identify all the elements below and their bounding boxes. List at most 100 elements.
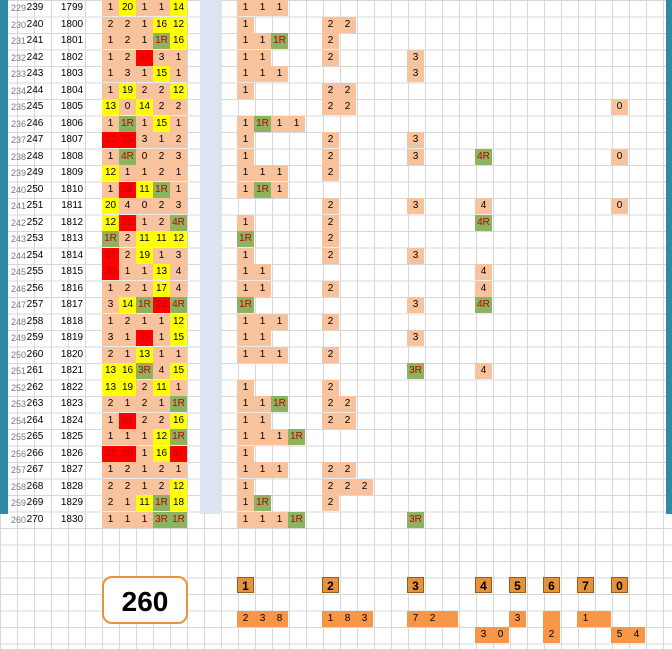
summary-cell: 0: [492, 627, 509, 643]
summary-cell: 2: [237, 611, 254, 627]
number-cell: 2: [153, 82, 170, 99]
summary-cell: 2: [424, 611, 441, 627]
number-cell: 1: [102, 0, 119, 16]
digit1-marker: 1: [237, 165, 254, 181]
digit1-marker: 1: [237, 214, 254, 231]
draw-index: 266: [26, 447, 44, 459]
digit2-marker: 2: [339, 462, 356, 478]
row-number: 257: [10, 465, 26, 475]
row-number: 230: [10, 19, 26, 30]
number-cell: 18: [170, 495, 187, 511]
number-cell: 21: [102, 132, 119, 148]
number-cell: 2: [170, 132, 187, 148]
draw-number: 1806: [60, 117, 84, 129]
digit1-marker: 1: [271, 66, 288, 82]
number-cell: 22: [153, 297, 170, 313]
digit1-marker: 1: [237, 181, 254, 198]
row-number: 244: [10, 250, 26, 261]
summary-cell: 3: [475, 627, 492, 643]
row-number: 236: [10, 118, 26, 129]
draw-index: 239: [26, 2, 44, 13]
row-number: 232: [10, 52, 26, 63]
number-cell: 25: [119, 132, 136, 148]
draw-index: 249: [26, 167, 44, 178]
digit1-marker: 1: [237, 429, 254, 445]
digit1-marker: 1R: [288, 511, 305, 528]
number-cell: 1: [119, 429, 136, 445]
digit1-marker: 1: [237, 115, 254, 132]
digit4-marker: 4R: [475, 148, 492, 165]
draw-number: 1821: [60, 365, 84, 376]
draw-index: 259: [26, 332, 44, 343]
draw-index: 244: [26, 84, 44, 96]
digit1-marker: 1: [254, 511, 271, 528]
draw-number: 1823: [60, 398, 84, 409]
number-cell: 57: [170, 445, 187, 462]
number-cell: 1: [170, 346, 187, 363]
row-number: 234: [10, 85, 26, 96]
number-cell: 2: [119, 313, 136, 330]
digit1-marker: 1R: [288, 429, 305, 445]
digit1-marker: 1: [237, 49, 254, 66]
number-cell: 0: [136, 198, 153, 214]
digit1-marker: 1R: [254, 495, 271, 511]
number-cell: 1: [102, 66, 119, 82]
number-cell: 1: [136, 165, 153, 181]
digit1-marker: 1: [271, 313, 288, 330]
digit1-marker: 1: [271, 511, 288, 528]
number-cell: 1: [102, 148, 119, 165]
row-number: 258: [10, 481, 26, 492]
digit1-marker: 1: [254, 462, 271, 478]
number-cell: 2: [119, 247, 136, 264]
number-cell: 4: [170, 264, 187, 280]
number-cell: 2: [136, 412, 153, 429]
draw-number: 1815: [60, 266, 84, 277]
digit0-marker: 0: [611, 99, 628, 115]
digit1-marker: 1: [271, 429, 288, 445]
number-cell: 16: [153, 16, 170, 33]
digit1-marker: 1: [237, 0, 254, 16]
draw-index: 252: [26, 216, 44, 228]
summary-cell: 2: [543, 627, 560, 643]
number-cell: 4: [119, 198, 136, 214]
summary-cell: 8: [339, 611, 356, 627]
number-cell: 13: [102, 379, 119, 396]
digit3-marker: 3: [407, 66, 424, 82]
digit4-marker: 4: [475, 264, 492, 280]
summary-cell: 8: [271, 611, 288, 627]
number-cell: 2: [136, 82, 153, 99]
number-cell: 1: [136, 0, 153, 16]
row-number: 254: [10, 415, 26, 426]
number-cell: 57: [102, 247, 119, 264]
draw-number: 1800: [60, 18, 84, 30]
digit1-marker: 1: [271, 181, 288, 198]
digit1-marker: 1: [254, 412, 271, 429]
row-number: 260: [10, 514, 26, 525]
draw-number: 1811: [61, 200, 83, 211]
number-cell: 1: [136, 280, 153, 297]
number-cell: 2: [119, 280, 136, 297]
number-cell: 2: [153, 478, 170, 495]
draw-number: 1801: [60, 35, 84, 46]
number-cell: 1: [170, 462, 187, 478]
number-cell: 1R: [170, 396, 187, 412]
digit-header: 5: [509, 577, 526, 593]
number-cell: 1: [153, 132, 170, 148]
number-cell: 4R: [170, 297, 187, 313]
digit-header: 2: [322, 577, 339, 593]
number-cell: 12: [170, 82, 187, 99]
draw-index: 270: [26, 513, 44, 525]
draw-number: 1809: [60, 167, 84, 178]
number-cell: 1R: [102, 231, 119, 247]
draw-index: 265: [26, 431, 44, 442]
digit2-marker: 2: [322, 313, 339, 330]
draw-number: 1817: [60, 299, 84, 310]
draw-index: 264: [26, 414, 44, 426]
number-cell: 1: [136, 33, 153, 49]
number-cell: 2: [153, 462, 170, 478]
digit1-marker: 1: [237, 412, 254, 429]
draw-number: 1829: [60, 497, 84, 508]
digit2-marker: 2: [322, 462, 339, 478]
draw-index: 268: [26, 480, 44, 492]
row-number: 245: [10, 267, 26, 277]
